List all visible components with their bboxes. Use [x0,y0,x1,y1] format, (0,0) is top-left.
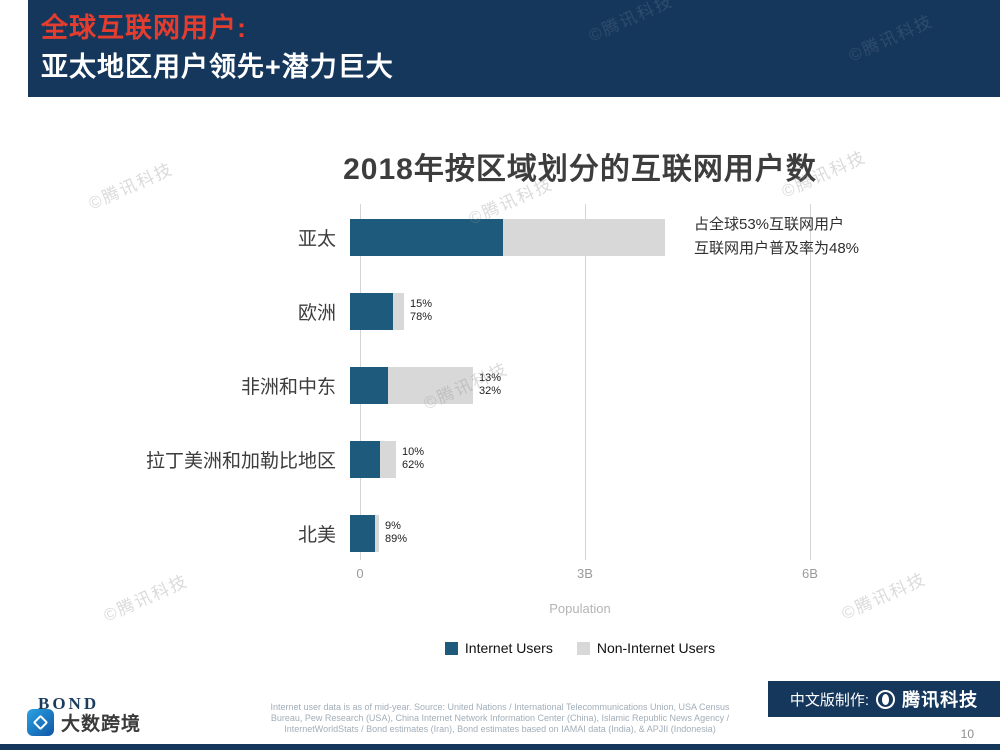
category-label: 拉丁美洲和加勒比地区 [145,450,336,472]
bar-internet-users [350,440,380,478]
bar-value-labels: 15% 78% [410,298,433,323]
stacked-bar [350,514,379,552]
source-text: Internet user data is as of mid-year. So… [230,702,770,735]
chart-row: 欧洲 15% 78% [0,274,1000,348]
chart-rows: 亚太欧洲 15% 78% 非洲和中东 13% 32% 拉丁美洲和加勒比地区 10% 62% 北美 9… [0,200,1000,570]
legend-swatch-non-internet-users [576,641,590,655]
bar-non-internet-users [503,218,665,256]
x-tick-label: 6B [802,566,818,581]
stacked-bar [350,218,665,256]
x-tick-label: 0 [356,566,364,581]
slide-title-line2: 亚太地区用户领先+潜力巨大 [41,52,394,82]
annotation-line2: 互联网用户普及率为48% [694,240,860,257]
source-line: InternetWorldStats / Bond estimates (Ira… [284,724,716,734]
bar-value-labels: 10% 62% [402,446,425,471]
legend-label-non-internet-users: Non-Internet Users [596,640,716,656]
chart-row: 亚太 [0,200,1000,274]
chart-row: 非洲和中东 13% 32% [0,348,1000,422]
tencent-penguin-logo-icon [876,689,896,709]
category-label: 北美 [297,524,336,546]
header-banner: 全球互联网用户: 亚太地区用户领先+潜力巨大 [28,0,1000,97]
bar-internet-users [350,292,393,330]
slide-title-line1: 全球互联网用户: [41,13,247,43]
bar-value-labels: 9% 89% [385,520,408,545]
category-label: 亚太 [297,228,336,250]
bond-logo: BOND [38,694,100,713]
bar-non-internet-users [375,514,379,552]
legend-swatch-internet-users [444,641,458,655]
dashukuajing-label: 大数跨境 [61,714,142,735]
chart-legend: Internet Users Non-Internet Users [180,640,980,656]
chart-title: 2018年按区域划分的互联网用户数 [343,153,817,186]
stacked-bar [350,292,404,330]
source-line: Bureau, Pew Research (USA), China Intern… [270,713,730,723]
stacked-bar [350,366,473,404]
dashukuajing-logo-icon [27,709,54,736]
credit-ribbon: 中文版制作: 腾讯科技 [768,681,1000,717]
apac-annotation: 占全球53%互联网用户 互联网用户普及率为48% [694,213,859,261]
bar-non-internet-users [393,292,404,330]
x-tick-label: 3B [577,566,593,581]
annotation-line1: 占全球53%互联网用户 [694,216,845,233]
bar-non-internet-users [388,366,473,404]
credit-brand: 腾讯科技 [902,690,979,710]
category-label: 欧洲 [297,302,336,324]
source-line: Internet user data is as of mid-year. So… [270,702,730,712]
bar-internet-users [350,366,388,404]
legend-label-internet-users: Internet Users [464,640,553,656]
stacked-bar [350,440,396,478]
category-label: 非洲和中东 [240,376,336,398]
gridline [585,204,586,560]
page-number: 10 [960,727,974,741]
bar-internet-users [350,514,375,552]
bottom-strip [0,744,1000,750]
x-axis-label: Population [549,601,611,616]
chart-row: 拉丁美洲和加勒比地区 10% 62% [0,422,1000,496]
legend-item-internet-users: Internet Users [444,640,553,656]
dashukuajing-watermark: 大数跨境 [27,709,141,736]
bar-non-internet-users [380,440,396,478]
gridline [810,204,811,560]
chart-row: 北美 9% 89% [0,496,1000,570]
bar-value-labels: 13% 32% [479,372,502,397]
bar-internet-users [350,218,503,256]
credit-label: 中文版制作: [789,691,870,709]
legend-item-non-internet-users: Non-Internet Users [576,640,716,656]
